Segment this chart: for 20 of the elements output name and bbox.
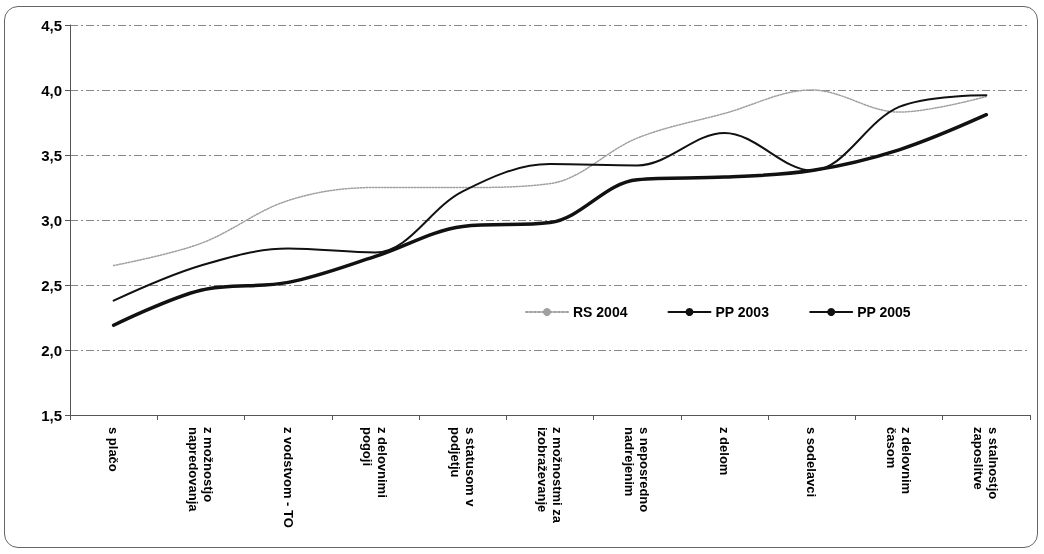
line-series bbox=[112, 89, 988, 267]
y-tick-label: 3,0 bbox=[41, 211, 62, 229]
y-tick-label: 4,5 bbox=[41, 16, 62, 34]
x-tick-label: z delovnim časom bbox=[884, 427, 915, 498]
x-tick-label: z delovnimi pogoji bbox=[360, 427, 391, 502]
x-tick-label: s neposredno nadrejenim bbox=[622, 427, 653, 516]
legend-label: PP 2003 bbox=[715, 304, 770, 320]
x-tick-label: s sodelavci bbox=[804, 427, 820, 498]
x-tick-label: z delom bbox=[717, 427, 733, 476]
y-tick-label: 2,0 bbox=[41, 341, 62, 359]
y-tick-label: 1,5 bbox=[41, 406, 62, 424]
legend-label: PP 2005 bbox=[857, 304, 911, 320]
x-tick-label: s statusom v podjetju bbox=[447, 427, 478, 511]
x-tick-label: z vodstvom - TO bbox=[280, 427, 296, 528]
y-tick-label: 4,0 bbox=[41, 81, 62, 99]
x-tick-label: s plačo bbox=[106, 427, 122, 472]
x-tick-label: s stalnostjo zaposlitve bbox=[971, 427, 1002, 503]
y-tick-label: 3,5 bbox=[41, 146, 62, 164]
y-tick-label: 2,5 bbox=[41, 276, 62, 294]
legend-label: RS 2004 bbox=[573, 304, 628, 320]
